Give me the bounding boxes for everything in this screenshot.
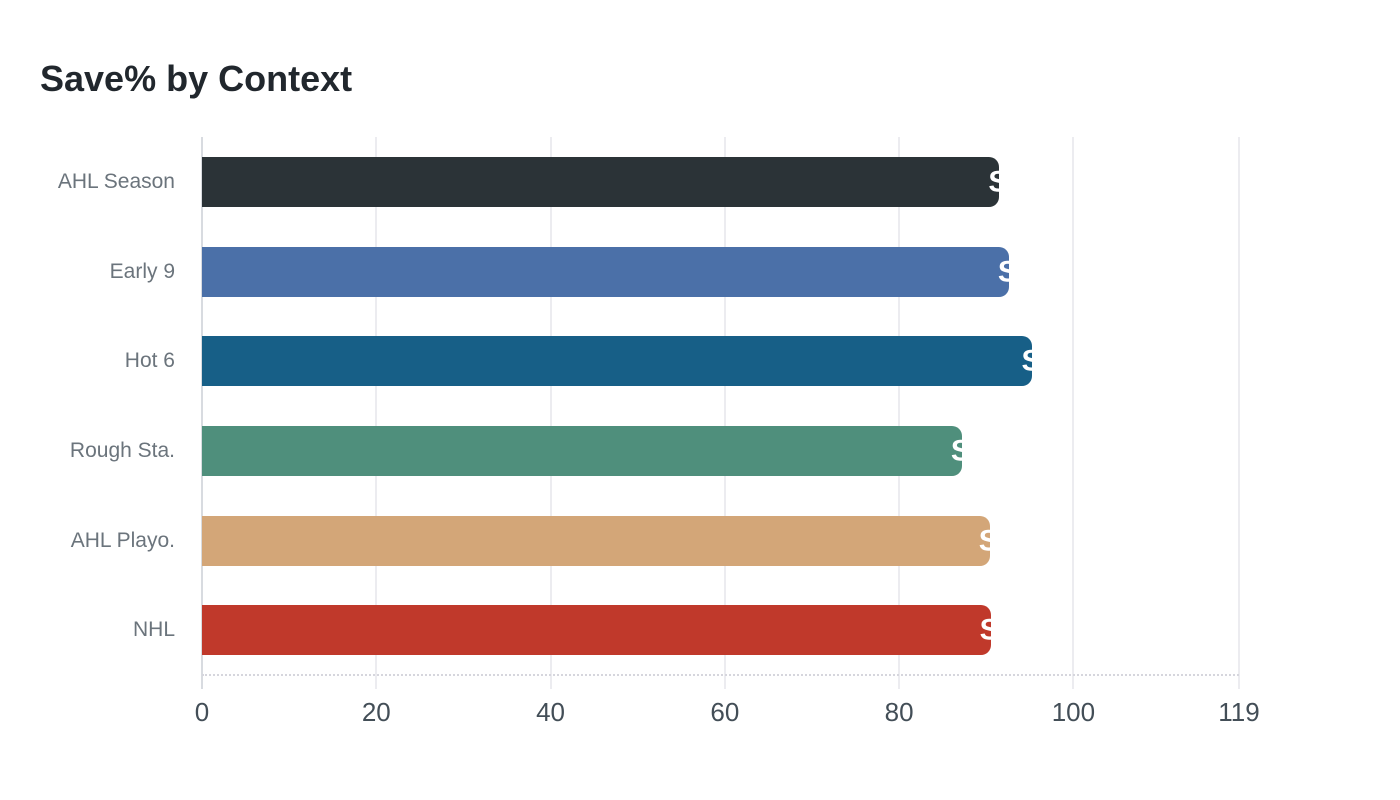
gridline: [375, 137, 378, 689]
gridline: [1072, 137, 1075, 689]
gridline: [723, 137, 726, 689]
x-tick-label: 40: [536, 697, 566, 727]
x-axis-baseline: [202, 674, 1239, 676]
bar-value-label-fragment: S: [988, 165, 1009, 199]
bar-rows: AHL Season S Early 9 S Hot 6 S Rough Sta. S AHL …: [58, 137, 1239, 675]
x-tick-label: 60: [710, 697, 740, 727]
bar-row: NHL S: [133, 585, 1239, 675]
category-label: Early 9: [109, 259, 175, 283]
x-tick-label: 20: [361, 697, 391, 727]
bar-value-label-fragment: S: [950, 434, 971, 468]
bar-ahl-season: S: [202, 156, 1008, 207]
gridline: [898, 137, 901, 689]
bar-early-9: S: [202, 246, 1018, 297]
bar-value-label-fragment: S: [997, 255, 1018, 289]
gridline: [549, 137, 552, 689]
bar-nhl: S: [202, 605, 1000, 656]
bar-row: AHL Playo. S: [71, 496, 1239, 586]
bar-value-label-fragment: S: [978, 524, 999, 558]
bar-row: Hot 6 S: [125, 316, 1239, 406]
gridline: [1238, 137, 1240, 689]
bar-value-label-fragment: S: [979, 613, 1000, 647]
x-tick-label: 100: [1051, 697, 1096, 727]
bar-row: Rough Sta. S: [70, 406, 1239, 496]
plot-area: AHL Season S Early 9 S Hot 6 S Rough Sta. S AHL …: [58, 137, 1260, 727]
bar-hot-6: S: [202, 336, 1041, 387]
bar-row: AHL Season S: [58, 137, 1239, 227]
bar-row: Early 9 S: [110, 227, 1239, 317]
category-label: Hot 6: [124, 349, 175, 373]
x-tick-label: 119: [1218, 697, 1260, 727]
bar-value-label-fragment: S: [1021, 344, 1042, 378]
bar-ahl-playo-: S: [202, 515, 999, 566]
bar-rough-sta-: S: [202, 425, 971, 476]
x-tick-label: 0: [194, 697, 210, 727]
category-label: AHL Playo.: [70, 528, 175, 552]
chart-title: Save% by Context: [40, 58, 353, 99]
category-label: AHL Season: [57, 169, 175, 193]
category-label: Rough Sta.: [69, 438, 175, 462]
x-tick-label: 80: [884, 697, 914, 727]
category-label: NHL: [132, 618, 175, 642]
y-axis-line: [201, 137, 203, 689]
